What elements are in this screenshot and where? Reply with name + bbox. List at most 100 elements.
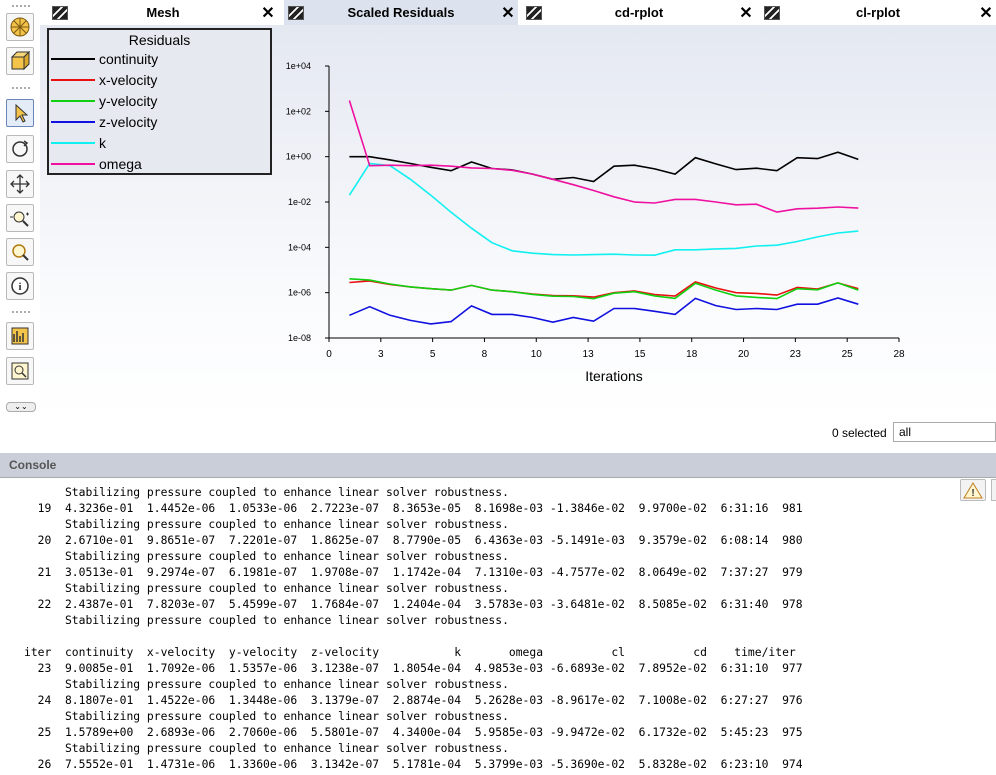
console-line: Stabilizing pressure coupled to enhance … (24, 549, 509, 563)
legend-label: continuity (99, 50, 159, 67)
mesh-display-icon (10, 17, 30, 37)
selection-filter-input[interactable] (893, 422, 996, 442)
boundary-display-icon (10, 50, 31, 71)
toolbar-overflow-icon[interactable]: ⌄⌄ (6, 402, 36, 412)
console-output[interactable]: Stabilizing pressure coupled to enhance … (0, 477, 996, 775)
legend-item: z-velocity (49, 111, 270, 132)
x-tick-label: 8 (482, 349, 488, 360)
y-tick-label: 1e-04 (288, 242, 311, 252)
legend-label: y-velocity (99, 92, 158, 109)
console-line: 21 3.0513e-01 9.2974e-07 6.1981e-07 1.97… (24, 565, 803, 579)
close-icon[interactable]: ✕ (739, 4, 753, 22)
probe-info-icon: i (11, 277, 29, 295)
zoom-in-out-button[interactable] (6, 204, 34, 232)
tab-plot-icon (764, 5, 780, 20)
x-axis-label: Iterations (585, 368, 643, 384)
x-tick-label: 0 (326, 349, 332, 360)
series-line-k (348, 162, 859, 257)
tab-cl-rplot[interactable]: cl-rplot ✕ (760, 0, 996, 25)
console-line: iter continuity x-velocity y-velocity z-… (24, 645, 796, 659)
zoom-box-icon (12, 244, 29, 261)
tab-scaled-residuals[interactable]: Scaled Residuals ✕ (284, 0, 518, 25)
legend-item: omega (49, 153, 270, 174)
y-tick-label: 1e-02 (288, 197, 311, 207)
tab-mesh[interactable]: Mesh ✕ (48, 0, 278, 25)
console-line: 23 9.0085e-01 1.7092e-06 1.5357e-06 3.12… (24, 661, 803, 675)
console-line: Stabilizing pressure coupled to enhance … (24, 741, 509, 755)
boundary-display-button[interactable] (6, 47, 34, 75)
console-line: Stabilizing pressure coupled to enhance … (24, 613, 509, 627)
selection-bar: 0 selected (0, 420, 996, 452)
legend-title: Residuals (128, 32, 191, 48)
legend-swatch (51, 120, 95, 123)
console-side-button[interactable] (991, 479, 996, 501)
legend-item: y-velocity (49, 90, 270, 111)
close-icon[interactable]: ✕ (979, 4, 993, 22)
zoom-in-out-icon (10, 211, 29, 227)
close-icon[interactable]: ✕ (261, 4, 275, 22)
tab-label: cl-rplot (855, 5, 901, 20)
pan-button[interactable] (6, 170, 34, 198)
y-tick-label: 1e+04 (286, 61, 311, 71)
tab-bar: Mesh ✕ Scaled Residuals ✕ cd-rplot ✕ cl-… (0, 0, 996, 25)
tab-label: cd-rplot (614, 5, 664, 20)
residuals-chart[interactable]: 1e+04 1e+02 1e+00 1e-02 1e-04 1e-06 1e-08 0 3 5 8 1… (0, 0, 996, 420)
x-tick-label: 28 (893, 349, 905, 360)
tab-plot-icon (52, 5, 68, 20)
zoom-box-button[interactable] (6, 238, 34, 266)
x-tick-label: 18 (686, 349, 698, 360)
toolbar-grip[interactable] (12, 311, 30, 317)
console-header: Console (0, 453, 996, 477)
x-tick-label: 13 (583, 349, 595, 360)
legend-item: k (49, 132, 270, 153)
series-line-z-velocity (349, 297, 859, 325)
legend-label: x-velocity (99, 71, 158, 88)
close-icon[interactable]: ✕ (501, 4, 515, 22)
plot-settings-button[interactable] (6, 322, 34, 350)
console-title: Console (9, 458, 57, 472)
selected-count: 0 selected (832, 426, 887, 440)
legend-swatch (51, 99, 95, 102)
warning-icon: ! (963, 482, 983, 499)
toolbar-grip[interactable] (12, 5, 30, 11)
console-line: 26 7.5552e-01 1.4731e-06 1.3360e-06 3.13… (24, 757, 803, 771)
rotate-button[interactable] (6, 135, 34, 163)
console-line: 24 8.1807e-01 1.4522e-06 1.3448e-06 3.13… (24, 693, 803, 707)
console-line: Stabilizing pressure coupled to enhance … (24, 677, 509, 691)
tab-cd-rplot[interactable]: cd-rplot ✕ (522, 0, 756, 25)
legend-swatch (51, 78, 95, 81)
x-tick-label: 5 (430, 349, 436, 360)
console-line: Stabilizing pressure coupled to enhance … (24, 485, 509, 499)
probe-info-button[interactable]: i (6, 272, 34, 300)
toolbar-grip[interactable] (12, 87, 30, 93)
svg-text:!: ! (971, 488, 974, 499)
fit-to-window-icon (11, 362, 29, 380)
y-tick-label: 1e-08 (288, 333, 311, 343)
series-line-continuity (349, 151, 859, 183)
console-line: Stabilizing pressure coupled to enhance … (24, 709, 509, 723)
mesh-display-button[interactable] (6, 13, 34, 41)
legend-item: x-velocity (49, 69, 270, 90)
select-pointer-icon (15, 103, 29, 123)
pan-icon (10, 174, 30, 194)
x-tick-label: 10 (531, 349, 543, 360)
legend-swatch (51, 141, 95, 144)
legend-label: z-velocity (99, 113, 158, 130)
series-line-y-velocity (349, 278, 859, 300)
legend-label: omega (99, 155, 142, 172)
y-tick-label: 1e-06 (288, 288, 311, 298)
tab-label: Scaled Residuals (347, 5, 455, 20)
legend-swatch (51, 57, 95, 60)
rotate-icon (12, 140, 29, 157)
select-pointer-button[interactable] (6, 99, 34, 127)
tab-plot-icon (526, 5, 542, 20)
warning-button[interactable]: ! (960, 479, 986, 501)
series-line-omega (348, 100, 859, 213)
residuals-legend[interactable]: Residuals continuity x-velocity y-velocity… (47, 28, 272, 175)
tab-plot-icon (288, 5, 304, 20)
y-tick-label: 1e+02 (286, 106, 311, 116)
x-tick-label: 20 (738, 349, 750, 360)
fit-to-window-button[interactable] (6, 357, 34, 385)
x-tick-label: 25 (842, 349, 854, 360)
graphics-toolbar: i ⌄⌄ (0, 0, 40, 445)
